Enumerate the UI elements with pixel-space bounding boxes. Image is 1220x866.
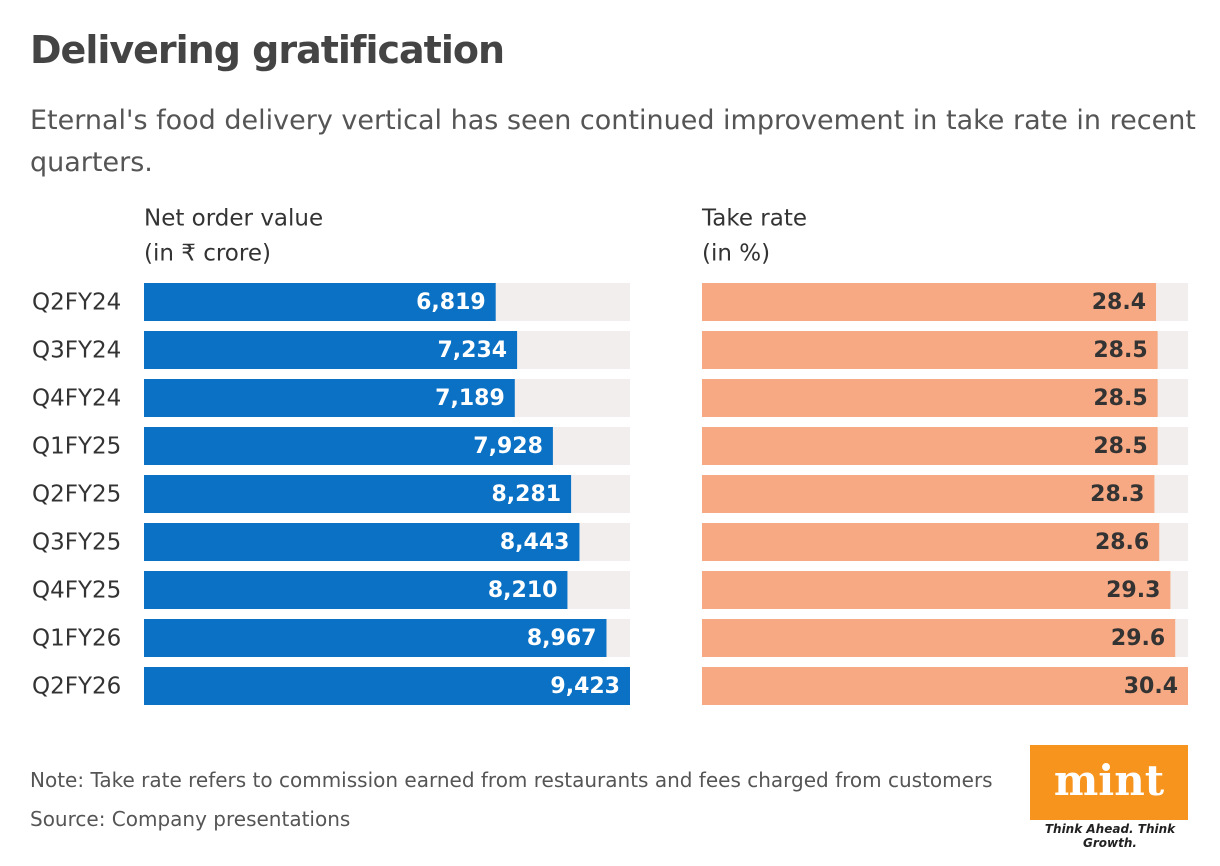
value-label: 9,423 bbox=[550, 674, 620, 699]
category-label: Q1FY25 bbox=[32, 434, 121, 460]
category-label: Q4FY25 bbox=[32, 578, 121, 604]
bar bbox=[144, 283, 496, 321]
value-label: 8,443 bbox=[500, 530, 570, 555]
value-label: 8,967 bbox=[527, 626, 597, 651]
bar bbox=[144, 667, 630, 705]
panel-unit: (in ₹ crore) bbox=[144, 241, 271, 267]
bar bbox=[702, 331, 1158, 369]
bar bbox=[702, 523, 1160, 561]
logo-tagline: Think Ahead. Think Growth. bbox=[1044, 822, 1176, 850]
value-label: 29.3 bbox=[1106, 578, 1160, 603]
bar bbox=[702, 475, 1155, 513]
value-label: 6,819 bbox=[416, 290, 486, 315]
category-label: Q3FY24 bbox=[32, 338, 121, 364]
subtitle: Eternal's food delivery vertical has see… bbox=[30, 105, 1196, 178]
value-label: 28.6 bbox=[1095, 530, 1149, 555]
bar bbox=[702, 667, 1188, 705]
value-label: 28.5 bbox=[1093, 338, 1147, 363]
bar bbox=[702, 427, 1158, 465]
value-label: 28.5 bbox=[1093, 386, 1147, 411]
bar bbox=[702, 571, 1171, 609]
source: Source: Company presentations bbox=[30, 807, 351, 831]
value-label: 29.6 bbox=[1111, 626, 1165, 651]
bar bbox=[702, 619, 1176, 657]
bar bbox=[144, 379, 515, 417]
panel-title: Net order value bbox=[144, 206, 323, 232]
value-label: 28.3 bbox=[1090, 482, 1144, 507]
value-label: 8,281 bbox=[492, 482, 562, 507]
category-label: Q1FY26 bbox=[32, 626, 121, 652]
value-label: 30.4 bbox=[1124, 674, 1178, 699]
bar bbox=[144, 331, 518, 369]
value-label: 28.4 bbox=[1092, 290, 1146, 315]
bar bbox=[144, 619, 607, 657]
bar bbox=[144, 475, 572, 513]
bar bbox=[144, 523, 580, 561]
category-label: Q4FY24 bbox=[32, 386, 121, 412]
category-label: Q3FY25 bbox=[32, 530, 121, 556]
category-label: Q2FY26 bbox=[32, 674, 121, 700]
bar bbox=[144, 571, 568, 609]
category-label: Q2FY25 bbox=[32, 482, 121, 508]
value-label: 28.5 bbox=[1093, 434, 1147, 459]
value-label: 7,189 bbox=[435, 386, 505, 411]
bar bbox=[702, 379, 1158, 417]
logo: mint bbox=[1030, 745, 1188, 820]
category-label: Q2FY24 bbox=[32, 290, 121, 316]
value-label: 7,928 bbox=[473, 434, 543, 459]
bar bbox=[144, 427, 553, 465]
value-label: 7,234 bbox=[438, 338, 508, 363]
panel-title: Take rate bbox=[701, 206, 807, 232]
panel-unit: (in %) bbox=[702, 241, 770, 267]
note: Note: Take rate refers to commission ear… bbox=[30, 768, 993, 792]
bar bbox=[702, 283, 1157, 321]
value-label: 8,210 bbox=[488, 578, 558, 603]
title: Delivering gratification bbox=[30, 28, 505, 72]
